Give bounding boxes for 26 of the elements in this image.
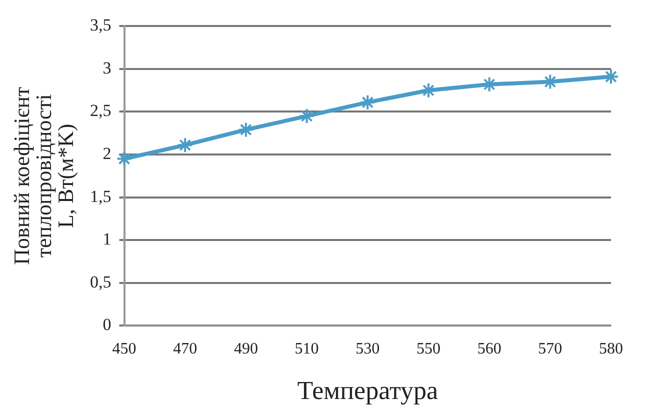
x-tick-label: 560 [477,340,502,358]
point [603,68,619,85]
x-tick-label: 530 [356,340,380,358]
point [116,150,132,167]
y-tick-label: 3 [102,58,112,78]
x-tick-label: 570 [538,340,562,358]
x-tick-label: 490 [234,340,258,358]
x-tick-label: 550 [416,340,440,358]
y-axis-title: Повний коефіцієнт теплопровідності L, Вт(м*K) [8,86,78,265]
y-tick-label: 0,5 [90,272,112,292]
point [360,94,376,110]
x-tick-label: 450 [112,340,136,358]
x-tick-label: 470 [173,340,198,358]
point [238,122,254,138]
point [177,137,194,154]
y-tick-label: 1 [102,230,112,249]
x-tick-label: 580 [599,340,623,358]
y-tick-label: 3,5 [90,16,112,35]
y-tick-label: 2 [102,144,112,163]
point [420,82,436,98]
x-tick-label: 510 [294,340,319,358]
y-tick-label: 0 [102,315,112,334]
y-tick-label: 1,5 [90,186,112,206]
x-axis-title: Температура [297,376,438,406]
point [298,108,315,124]
y-tick-label: 2,5 [90,101,112,120]
